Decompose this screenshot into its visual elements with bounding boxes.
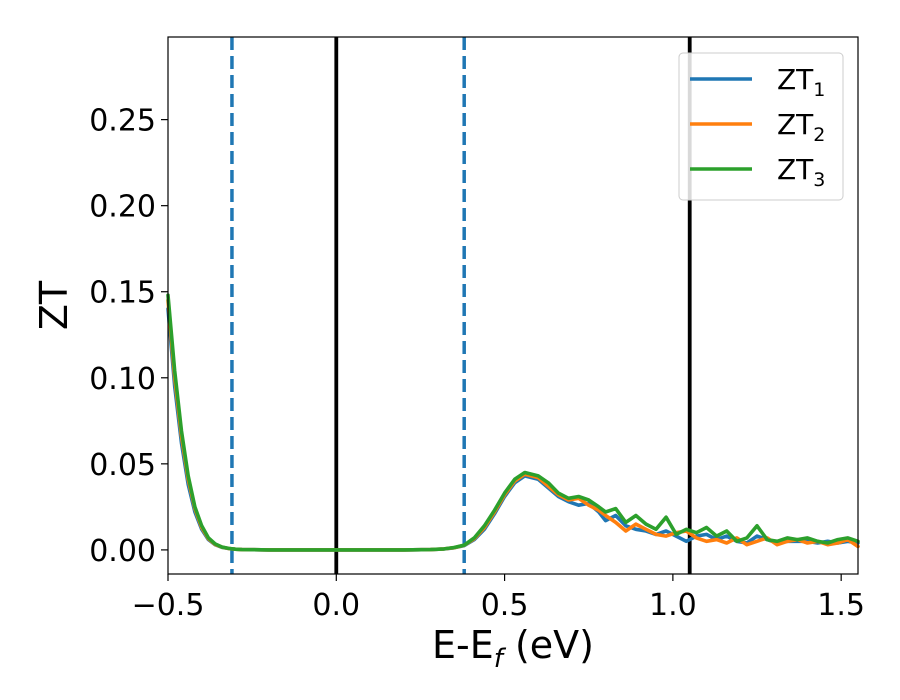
legend-label-2: ZT2 — [777, 108, 825, 146]
y-axis-title: ZT — [32, 280, 76, 330]
legend-box — [678, 52, 844, 201]
x-axis-title-unit: (eV) — [503, 623, 594, 667]
legend-label-1: ZT1 — [777, 63, 825, 101]
series-line-2 — [166, 298, 860, 552]
x-tick-label: 1.0 — [649, 588, 697, 623]
x-axis-title: E-Ef (eV) — [432, 623, 594, 674]
x-tick-label: 0.5 — [481, 588, 529, 623]
x-axis-title-main: E-E — [432, 623, 494, 667]
x-tick-label: 0.0 — [312, 588, 360, 623]
y-tick-label: 0.15 — [89, 276, 156, 311]
x-tick-label: 1.5 — [817, 588, 865, 623]
y-axis-ticks: 0.00 0.05 0.10 0.15 0.20 0.25 — [89, 104, 168, 569]
legend-entries: ZT1 ZT2 ZT3 — [690, 63, 825, 191]
y-tick-label: 0.20 — [89, 190, 156, 225]
legend-label-3: ZT3 — [777, 153, 825, 191]
y-tick-label: 0.10 — [89, 362, 156, 397]
x-tick-label: −0.5 — [132, 588, 205, 623]
reference-lines — [230, 37, 692, 574]
legend: ZT1 ZT2 ZT3 — [678, 52, 844, 201]
y-tick-label: 0.25 — [89, 104, 156, 139]
y-tick-label: 0.00 — [89, 534, 156, 569]
series-lines — [166, 293, 860, 552]
series-line-3 — [166, 293, 860, 552]
x-axis-ticks: −0.5 0.0 0.5 1.0 1.5 — [132, 574, 865, 623]
series-line-1 — [166, 307, 860, 552]
plot-frame — [167, 36, 859, 575]
y-tick-label: 0.05 — [89, 448, 156, 483]
